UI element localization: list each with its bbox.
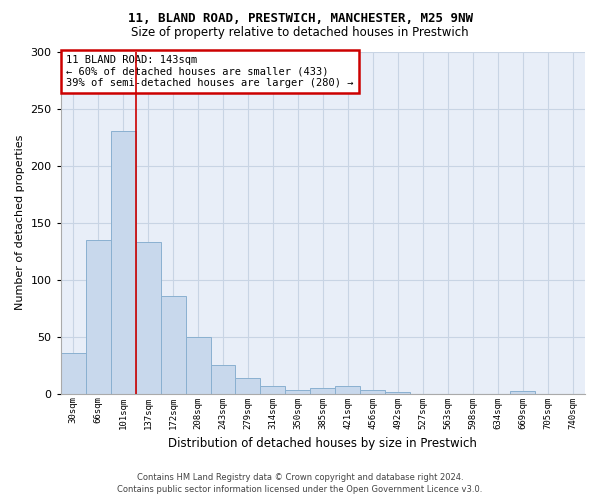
Bar: [361, 390, 385, 394]
Bar: [510, 392, 535, 394]
Bar: [385, 392, 410, 394]
Bar: [310, 388, 335, 394]
Bar: [61, 352, 86, 394]
Text: Size of property relative to detached houses in Prestwich: Size of property relative to detached ho…: [131, 26, 469, 39]
Bar: [260, 386, 286, 394]
Bar: [86, 240, 110, 394]
Bar: [161, 296, 185, 394]
Bar: [235, 378, 260, 394]
Bar: [335, 386, 361, 394]
Y-axis label: Number of detached properties: Number of detached properties: [15, 135, 25, 310]
Bar: [286, 390, 310, 394]
Bar: [211, 365, 235, 394]
Bar: [136, 242, 161, 394]
Text: 11 BLAND ROAD: 143sqm
← 60% of detached houses are smaller (433)
39% of semi-det: 11 BLAND ROAD: 143sqm ← 60% of detached …: [66, 55, 353, 88]
Bar: [110, 132, 136, 394]
Text: Contains HM Land Registry data © Crown copyright and database right 2024.
Contai: Contains HM Land Registry data © Crown c…: [118, 472, 482, 494]
X-axis label: Distribution of detached houses by size in Prestwich: Distribution of detached houses by size …: [169, 437, 477, 450]
Text: 11, BLAND ROAD, PRESTWICH, MANCHESTER, M25 9NW: 11, BLAND ROAD, PRESTWICH, MANCHESTER, M…: [128, 12, 473, 26]
Bar: [185, 336, 211, 394]
